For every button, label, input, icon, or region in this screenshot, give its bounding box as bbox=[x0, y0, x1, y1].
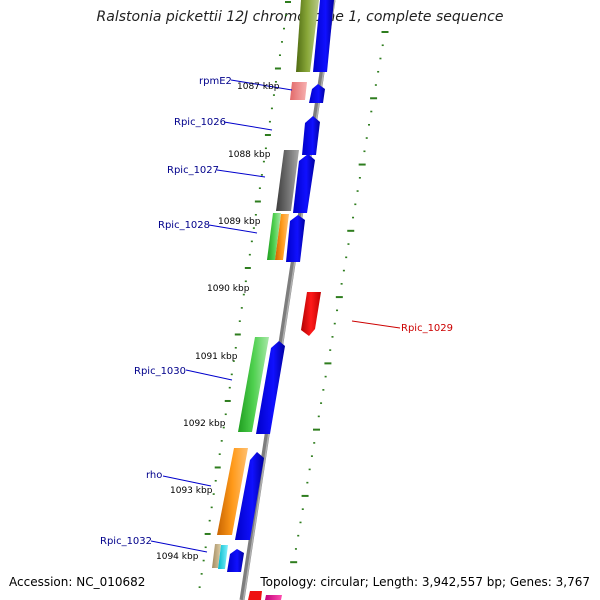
gene-rpic-1030 bbox=[238, 337, 269, 432]
gene-name-labels: rpmE2 Rpic_1026 Rpic_1027 Rpic_1028 Rpic… bbox=[100, 76, 453, 547]
gene-label-rpic-1028[interactable]: Rpic_1028 bbox=[158, 220, 210, 231]
topology-text: Topology: circular; Length: 3,942,557 bp… bbox=[260, 575, 590, 589]
gene-blue-4 bbox=[286, 215, 305, 262]
gene-blue-7 bbox=[227, 549, 244, 572]
tick-track-right bbox=[290, 31, 389, 564]
gene-label-rho[interactable]: rho bbox=[146, 470, 162, 481]
gene-rpic-1032-tan bbox=[212, 544, 221, 568]
gene-rpic-1028-orange bbox=[275, 214, 289, 260]
gene-rpmE2 bbox=[290, 82, 307, 100]
gene-blue-3 bbox=[293, 154, 315, 213]
gene-rho bbox=[217, 448, 248, 535]
kbp-label: 1090 kbp bbox=[207, 284, 250, 294]
kbp-labels: 1087 kbp 1088 kbp 1089 kbp 1090 kbp 1091… bbox=[156, 82, 280, 562]
gene-label-rpic-1029[interactable]: Rpic_1029 bbox=[401, 323, 453, 334]
gene-bottom-magenta bbox=[265, 595, 282, 600]
kbp-label: 1088 kbp bbox=[228, 150, 271, 160]
tick-track-left bbox=[198, 1, 291, 588]
kbp-label: 1093 kbp bbox=[170, 486, 213, 496]
accession-text: Accession: NC_010682 bbox=[9, 575, 146, 589]
gene-rpic-1027 bbox=[276, 150, 299, 211]
kbp-label: 1094 kbp bbox=[156, 552, 199, 562]
gene-label-rpic-1026[interactable]: Rpic_1026 bbox=[174, 117, 226, 128]
gene-rpic-1029 bbox=[301, 292, 321, 336]
gene-blue-5 bbox=[256, 341, 285, 434]
gene-blue-rpic-1026 bbox=[302, 116, 320, 155]
gene-rpic-1028-green bbox=[267, 213, 281, 260]
gene-label-rpic-1030[interactable]: Rpic_1030 bbox=[134, 366, 186, 377]
gene-rpic-1032-cyan bbox=[218, 545, 228, 569]
gene-blue-6 bbox=[235, 452, 264, 540]
gene-label-rpic-1032[interactable]: Rpic_1032 bbox=[100, 536, 152, 547]
kbp-label: 1089 kbp bbox=[218, 217, 261, 227]
kbp-label: 1092 kbp bbox=[183, 419, 226, 429]
gene-bottom-red bbox=[248, 591, 262, 600]
label-leader-lines bbox=[150, 79, 401, 553]
gene-label-rpic-1027[interactable]: Rpic_1027 bbox=[167, 165, 219, 176]
gene-blue-1 bbox=[313, 0, 334, 72]
gene-olive-top bbox=[296, 0, 319, 72]
gene-label-rpmE2[interactable]: rpmE2 bbox=[199, 76, 232, 87]
kbp-label: 1091 kbp bbox=[195, 352, 238, 362]
gene-blue-2 bbox=[309, 84, 325, 103]
kbp-label: 1087 kbp bbox=[237, 82, 280, 92]
